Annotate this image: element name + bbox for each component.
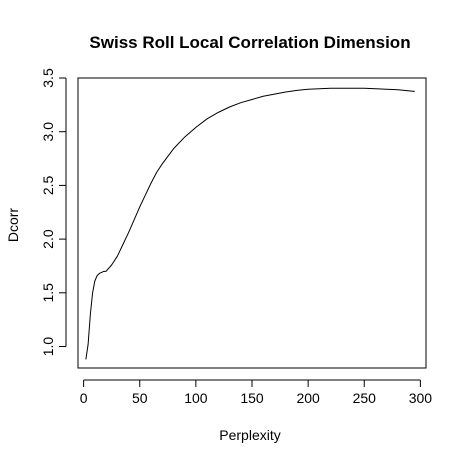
plot-frame (77, 77, 427, 369)
x-axis-label: Perplexity (219, 427, 280, 443)
x-tick-label: 250 (353, 390, 377, 406)
x-tick-label: 150 (240, 390, 264, 406)
y-tick-label: 1.5 (40, 283, 56, 303)
y-tick-label: 2.0 (40, 229, 56, 249)
series-line (85, 87, 415, 360)
x-tick-label: 100 (184, 390, 208, 406)
x-tick-label: 50 (132, 390, 148, 406)
series-group (85, 87, 415, 360)
y-tick-label: 3.0 (40, 122, 56, 142)
x-tick-label: 300 (409, 390, 433, 406)
chart-title: Swiss Roll Local Correlation Dimension (89, 33, 410, 52)
y-axis: 1.0 1.5 2.0 2.5 3.0 3.5 (40, 68, 67, 357)
y-tick-label: 1.0 (40, 337, 56, 357)
y-tick-label: 2.5 (40, 175, 56, 195)
x-tick-label: 0 (80, 390, 88, 406)
x-axis: 0 50 100 150 200 250 300 (80, 379, 433, 406)
y-tick-label: 3.5 (40, 68, 56, 88)
y-axis-label: Dcorr (5, 208, 21, 243)
x-tick-label: 200 (296, 390, 320, 406)
